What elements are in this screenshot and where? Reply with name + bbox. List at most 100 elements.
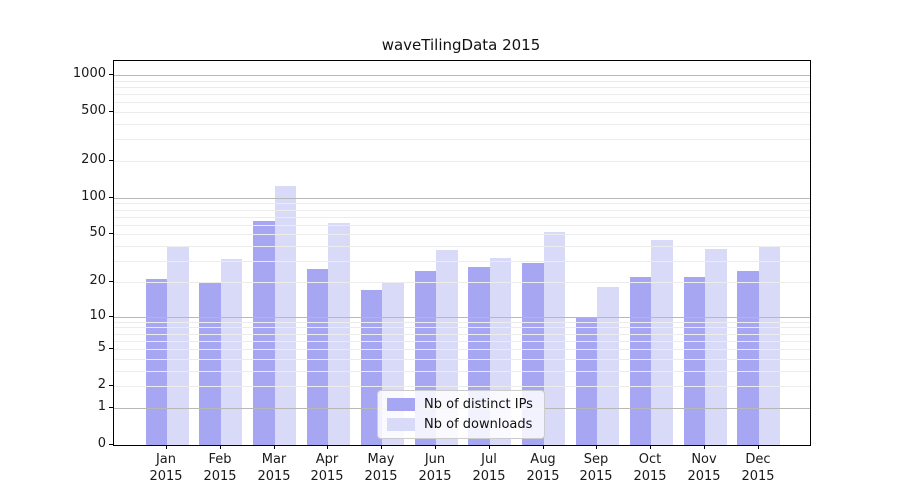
gridline-minor-2	[114, 386, 810, 387]
x-tick-jul	[489, 445, 490, 449]
legend-item-distinct-ips: Nb of distinct IPs	[387, 397, 535, 412]
legend-swatch-distinct-ips	[387, 398, 415, 411]
y-tick-label-2: 2	[97, 377, 106, 392]
x-tick-label-oct: Oct 2015	[633, 452, 667, 484]
bar-nb-of-downloads-jan	[167, 246, 189, 445]
gridline-minor-900	[114, 81, 810, 82]
x-tick-aug	[543, 445, 544, 449]
gridline-minor-4	[114, 359, 810, 360]
x-tick-label-jul: Jul 2015	[472, 452, 506, 484]
bar-nb-of-downloads-oct	[651, 239, 673, 445]
y-tick-1000	[109, 74, 113, 75]
gridline-minor-3	[114, 371, 810, 372]
gridline-major-100	[114, 198, 810, 199]
gridline-minor-40	[114, 246, 810, 247]
y-tick-label-10: 10	[89, 308, 106, 323]
bar-nb-of-distinct-ips-may	[360, 290, 383, 445]
gridline-minor-6	[114, 341, 810, 342]
y-tick-label-5: 5	[97, 340, 106, 355]
x-tick-jan	[166, 445, 167, 449]
gridline-minor-50	[114, 234, 810, 235]
gridline-minor-8	[114, 327, 810, 328]
x-tick-label-sep: Sep 2015	[579, 452, 613, 484]
x-tick-label-nov: Nov 2015	[687, 452, 721, 484]
bar-nb-of-distinct-ips-sep	[575, 316, 598, 445]
legend-swatch-downloads	[387, 418, 415, 431]
gridline-minor-700	[114, 94, 810, 95]
bar-nb-of-downloads-aug	[543, 232, 566, 445]
bar-nb-of-distinct-ips-apr	[306, 268, 329, 445]
y-tick-50	[109, 233, 113, 234]
legend: Nb of distinct IPs Nb of downloads	[377, 390, 545, 439]
x-tick-label-jan: Jan 2015	[149, 452, 183, 484]
x-tick-label-dec: Dec 2015	[741, 452, 775, 484]
y-tick-20	[109, 281, 113, 282]
grid-layer	[114, 61, 810, 445]
gridline-minor-30	[114, 261, 810, 262]
x-tick-nov	[704, 445, 705, 449]
legend-item-downloads: Nb of downloads	[387, 417, 535, 432]
gridline-minor-20	[114, 282, 810, 283]
x-tick-oct	[650, 445, 651, 449]
y-tick-5	[109, 348, 113, 349]
legend-label-downloads: Nb of downloads	[424, 417, 533, 432]
gridline-minor-7	[114, 334, 810, 335]
y-tick-10	[109, 316, 113, 317]
y-tick-100	[109, 197, 113, 198]
gridline-minor-400	[114, 124, 810, 125]
bar-nb-of-distinct-ips-nov	[683, 277, 705, 445]
x-tick-label-aug: Aug 2015	[526, 452, 560, 484]
x-tick-dec	[758, 445, 759, 449]
plot-area	[113, 60, 811, 446]
legend-label-distinct-ips: Nb of distinct IPs	[424, 397, 533, 412]
y-tick-label-1000: 1000	[72, 66, 106, 81]
x-tick-feb	[220, 445, 221, 449]
gridline-minor-600	[114, 102, 810, 103]
x-tick-label-jun: Jun 2015	[418, 452, 452, 484]
bar-nb-of-downloads-mar	[274, 186, 297, 445]
gridline-minor-80	[114, 210, 810, 211]
gridline-minor-5	[114, 349, 810, 350]
gridline-minor-9	[114, 322, 810, 323]
gridline-minor-60	[114, 225, 810, 226]
y-tick-0	[109, 444, 113, 445]
x-tick-may	[381, 445, 382, 449]
x-tick-label-feb: Feb 2015	[203, 452, 237, 484]
y-tick-1	[109, 407, 113, 408]
y-tick-500	[109, 111, 113, 112]
bar-nb-of-downloads-sep	[597, 287, 619, 445]
gridline-major-10	[114, 317, 810, 318]
bar-nb-of-distinct-ips-oct	[629, 277, 652, 445]
x-tick-label-may: May 2015	[364, 452, 398, 484]
x-tick-jun	[435, 445, 436, 449]
gridline-minor-800	[114, 87, 810, 88]
y-tick-label-500: 500	[81, 103, 106, 118]
y-tick-label-200: 200	[81, 152, 106, 167]
gridline-major-1000	[114, 75, 810, 76]
y-tick-200	[109, 160, 113, 161]
gridline-minor-500	[114, 112, 810, 113]
x-tick-label-mar: Mar 2015	[257, 452, 291, 484]
bar-nb-of-distinct-ips-dec	[737, 270, 759, 445]
bar-nb-of-downloads-nov	[705, 248, 727, 445]
gridline-minor-200	[114, 161, 810, 162]
gridline-minor-300	[114, 139, 810, 140]
x-tick-mar	[274, 445, 275, 449]
x-tick-label-apr: Apr 2015	[310, 452, 344, 484]
y-tick-label-1: 1	[97, 399, 106, 414]
x-tick-sep	[596, 445, 597, 449]
y-tick-2	[109, 385, 113, 386]
gridline-minor-70	[114, 217, 810, 218]
x-tick-apr	[327, 445, 328, 449]
gridline-minor-90	[114, 203, 810, 204]
y-tick-label-50: 50	[89, 225, 106, 240]
chart-title: waveTilingData 2015	[381, 36, 541, 54]
y-tick-label-100: 100	[81, 189, 106, 204]
bar-nb-of-distinct-ips-mar	[253, 221, 275, 445]
bar-nb-of-downloads-dec	[758, 246, 781, 445]
bar-nb-of-downloads-feb	[220, 259, 243, 445]
y-tick-label-20: 20	[89, 273, 106, 288]
y-tick-label-0: 0	[97, 436, 106, 451]
bar-nb-of-distinct-ips-jan	[145, 279, 167, 445]
